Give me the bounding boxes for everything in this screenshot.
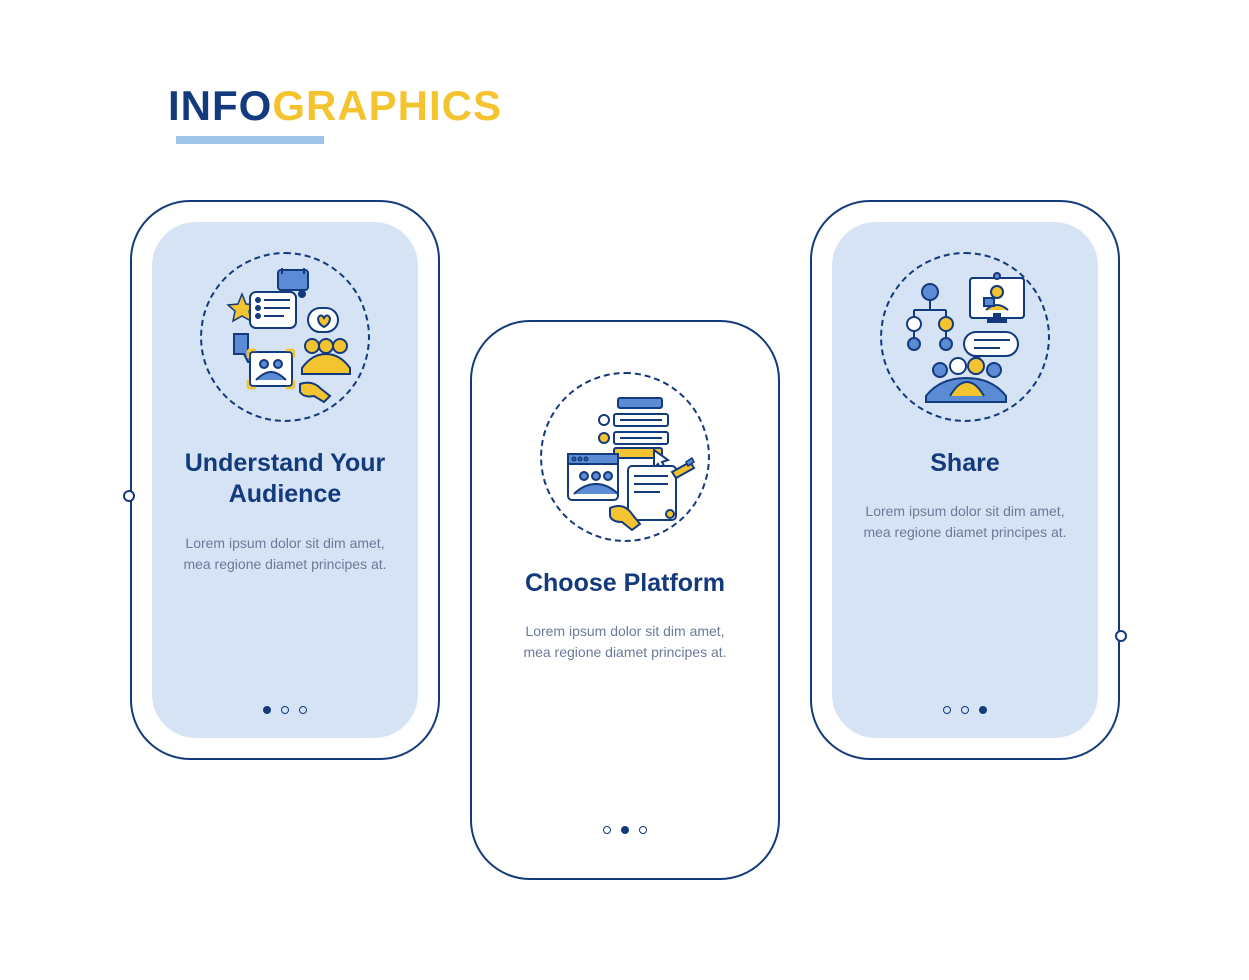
pager-dots: [263, 686, 307, 714]
card-body: Lorem ipsum dolor sit dim amet, mea regi…: [512, 621, 738, 663]
dot: [281, 706, 289, 714]
card-inner: Share Lorem ipsum dolor sit dim amet, me…: [832, 222, 1098, 738]
card-inner: Understand Your Audience Lorem ipsum dol…: [152, 222, 418, 738]
card-title: Understand Your Audience: [172, 448, 398, 511]
connector-dot-right: [1115, 630, 1127, 642]
cards-row: Understand Your Audience Lorem ipsum dol…: [130, 200, 1120, 880]
share-icon-svg: [880, 252, 1050, 422]
title-block: INFOGRAPHICS: [168, 82, 502, 144]
card-audience: Understand Your Audience Lorem ipsum dol…: [130, 200, 440, 760]
dot: [979, 706, 987, 714]
title-part-graphics: GRAPHICS: [272, 82, 502, 129]
infographic-canvas: INFOGRAPHICS: [0, 0, 1249, 980]
title-part-info: INFO: [168, 82, 272, 129]
share-icon: [880, 252, 1050, 422]
pager-dots: [943, 686, 987, 714]
pager-dots: [603, 806, 647, 834]
title-underline: [176, 136, 324, 144]
main-title: INFOGRAPHICS: [168, 82, 502, 130]
dot: [263, 706, 271, 714]
card-share: Share Lorem ipsum dolor sit dim amet, me…: [810, 200, 1120, 760]
card-title: Share: [930, 448, 999, 479]
platform-icon: [540, 372, 710, 542]
audience-icon-svg: [200, 252, 370, 422]
dot: [943, 706, 951, 714]
dot: [639, 826, 647, 834]
dot: [603, 826, 611, 834]
card-body: Lorem ipsum dolor sit dim amet, mea regi…: [852, 501, 1078, 543]
card-platform: Choose Platform Lorem ipsum dolor sit di…: [470, 320, 780, 880]
dot: [961, 706, 969, 714]
dot: [299, 706, 307, 714]
dot: [621, 826, 629, 834]
card-body: Lorem ipsum dolor sit dim amet, mea regi…: [172, 533, 398, 575]
platform-icon-svg: [540, 372, 710, 542]
audience-icon: [200, 252, 370, 422]
card-inner: Choose Platform Lorem ipsum dolor sit di…: [492, 342, 758, 858]
card-title: Choose Platform: [525, 568, 725, 599]
connector-dot-left: [123, 490, 135, 502]
